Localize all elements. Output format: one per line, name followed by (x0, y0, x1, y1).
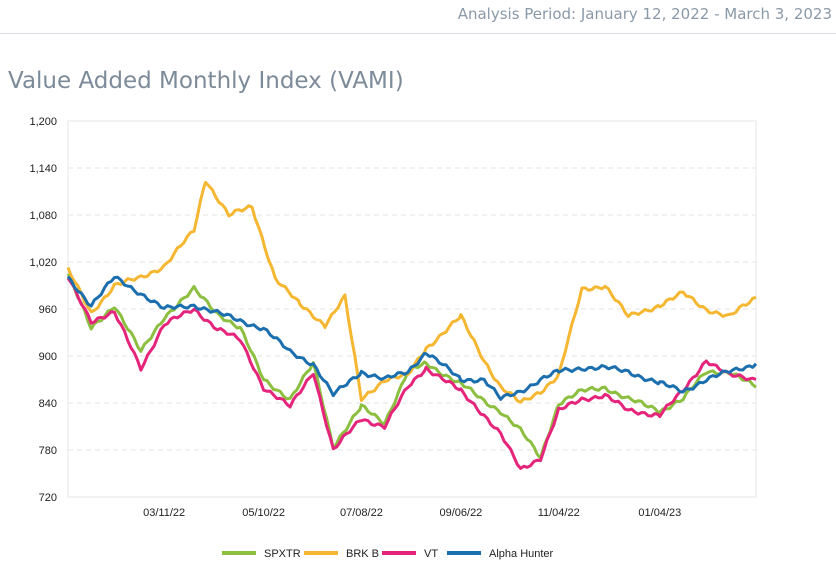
legend-label: BRK B (346, 548, 379, 560)
legend-label: SPXTR (264, 548, 301, 560)
y-tick-label: 780 (39, 445, 57, 457)
y-tick-label: 1,080 (29, 210, 57, 222)
y-axis: 720 780 840 900 960 1,020 1,080 1,140 1,200 (29, 116, 57, 504)
legend-label: VT (424, 548, 438, 560)
plot-border (67, 120, 757, 498)
series-lines (66, 180, 758, 470)
analysis-period: Analysis Period: January 12, 2022 - Marc… (457, 5, 832, 23)
y-tick-label: 1,200 (29, 116, 57, 128)
x-axis: 03/11/22 05/10/22 07/08/22 09/06/22 11/04/22… (143, 507, 681, 519)
x-tick-label: 05/10/22 (242, 507, 285, 519)
y-tick-label: 1,140 (29, 163, 57, 175)
page-title: Value Added Monthly Index (VAMI) (8, 68, 404, 94)
series-line-vt (66, 277, 757, 470)
y-tick-label: 900 (39, 351, 57, 363)
legend: SPXTR BRK B VT Alpha Hunter (222, 548, 554, 560)
y-tick-label: 960 (39, 304, 57, 316)
legend-label: Alpha Hunter (489, 548, 554, 560)
y-tick-label: 1,020 (29, 257, 57, 269)
x-tick-label: 09/06/22 (439, 507, 482, 519)
x-tick-label: 03/11/22 (143, 507, 185, 519)
x-tick-label: 11/04/22 (538, 507, 580, 519)
x-tick-label: 07/08/22 (340, 507, 383, 519)
y-tick-label: 840 (39, 398, 57, 410)
x-tick-label: 01/04/23 (638, 507, 681, 519)
y-tick-label: 720 (39, 492, 57, 504)
series-line-alpha-hunter (66, 275, 758, 401)
header-divider (0, 33, 836, 34)
